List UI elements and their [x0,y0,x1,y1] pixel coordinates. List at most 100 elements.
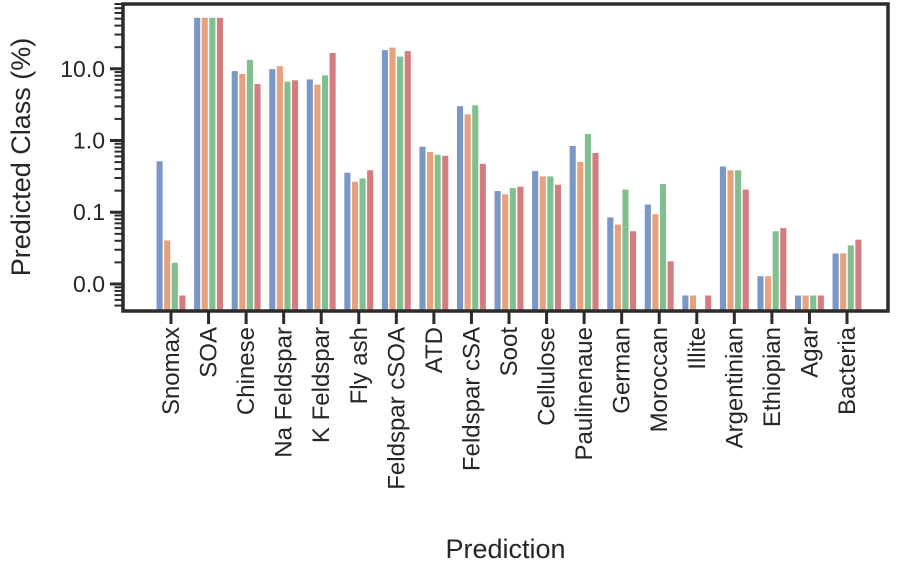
bar-green-chinese [246,59,254,312]
bar-blue-paulinenaue [568,145,577,312]
bar-blue-german [606,216,615,312]
bar-orange-snomax [163,239,172,312]
y-tick-label: 0.1 [73,199,105,225]
bar-red-fly-ash [366,169,375,312]
plot-border [121,2,890,313]
bar-red-paulinenaue [591,152,600,312]
bar-red-snomax [178,294,187,312]
bar-orange-argentinian [726,169,735,312]
bar-green-cellulose [546,175,555,312]
bar-red-atd [441,154,450,312]
bar-orange-soot [501,193,510,312]
bar-green-atd [433,154,442,312]
bar-green-paulinenaue [584,133,592,312]
bar-orange-na-feldspar [276,65,284,312]
bar-green-fly-ash [358,177,367,312]
bar-orange-atd [426,151,434,312]
bar-green-soot [508,187,517,312]
bar-blue-argentinian [719,165,727,312]
x-tick-label: Fly ash [346,327,373,404]
bar-red-moroccan [666,260,675,312]
bar-blue-soa [193,17,202,312]
bar-red-soa [216,17,224,312]
bar-blue-cellulose [531,170,540,312]
bar-red-k-feldspar [328,52,337,312]
x-tick-label: Feldspar cSA [458,327,485,471]
bar-green-argentinian [734,169,742,312]
bar-blue-soot [493,190,502,312]
bar-green-soa [208,17,217,312]
bar-red-na-feldspar [291,79,299,312]
bar-orange-german [614,223,622,312]
x-tick-label: Moroccan [646,327,673,432]
x-axis-title: Prediction [445,534,565,564]
x-tick-label: Ethiopian [759,327,786,427]
bar-orange-moroccan [651,213,660,312]
bar-red-german [629,230,637,312]
bar-blue-feldspar-csoa [381,49,389,312]
bar-green-na-feldspar [283,80,292,312]
x-tick-label: Argentinian [721,327,748,448]
x-tick-label: Paulinenaue [571,327,598,460]
bar-orange-soa [200,17,209,312]
x-tick-label: Illite [684,327,711,370]
x-tick-label: Chinese [233,327,260,415]
y-tick-label: 10.0 [60,56,105,82]
x-tick-label: Snomax [158,327,185,415]
bar-red-bacteria [854,238,863,312]
bar-blue-chinese [230,70,239,312]
bar-orange-cellulose [538,175,547,312]
bar-red-soot [516,185,525,312]
y-tick-label: 1.0 [73,128,105,154]
x-tick-label: K Feldspar [308,327,335,443]
bar-green-agar [809,294,818,312]
x-tick-label: ATD [421,327,448,373]
bar-red-feldspar-csa [478,162,487,312]
y-axis-title: Predicted Class (%) [6,38,36,277]
bar-orange-paulinenaue [576,161,585,312]
x-tick-label: Cellulose [534,327,561,426]
bar-blue-agar [794,294,802,312]
bar-orange-chinese [238,73,247,312]
bar-blue-ethiopian [756,275,765,312]
x-tick-label: Agar [796,327,823,378]
bar-green-german [621,188,630,312]
bar-orange-feldspar-csoa [388,46,397,312]
bar-red-ethiopian [779,227,788,312]
bar-green-moroccan [659,183,667,312]
bar-blue-snomax [155,160,164,312]
bar-orange-fly-ash [351,180,359,312]
bar-red-feldspar-csoa [403,50,412,312]
bar-green-feldspar-csoa [396,55,404,312]
bar-red-argentinian [741,188,750,312]
y-tick-label: 0.0 [73,271,105,297]
bar-orange-ethiopian [764,275,772,312]
bar-red-agar [816,294,825,312]
bar-blue-k-feldspar [305,78,314,312]
bar-red-illite [704,294,713,312]
bar-orange-agar [801,294,810,312]
bar-blue-feldspar-csa [456,105,464,312]
bar-orange-feldspar-csa [463,113,472,312]
bar-green-bacteria [846,244,855,312]
bar-green-k-feldspar [321,74,329,312]
bar-blue-fly-ash [343,171,352,312]
x-tick-label: Feldspar cSOA [383,327,410,490]
x-tick-label: Bacteria [834,326,861,415]
x-tick-label: Na Feldspar [271,327,298,458]
bar-red-chinese [253,83,262,312]
bar-orange-k-feldspar [313,83,322,312]
bar-green-snomax [170,261,179,312]
bar-blue-illite [681,294,690,312]
bar-red-cellulose [554,183,562,312]
bar-green-feldspar-csa [471,104,480,312]
x-tick-label: German [609,327,636,414]
bar-orange-bacteria [839,252,848,312]
bar-green-ethiopian [771,230,780,312]
x-tick-label: Soot [496,327,523,377]
x-tick-label: SOA [196,327,223,378]
bar-blue-atd [418,145,427,312]
bar-blue-na-feldspar [268,68,277,312]
